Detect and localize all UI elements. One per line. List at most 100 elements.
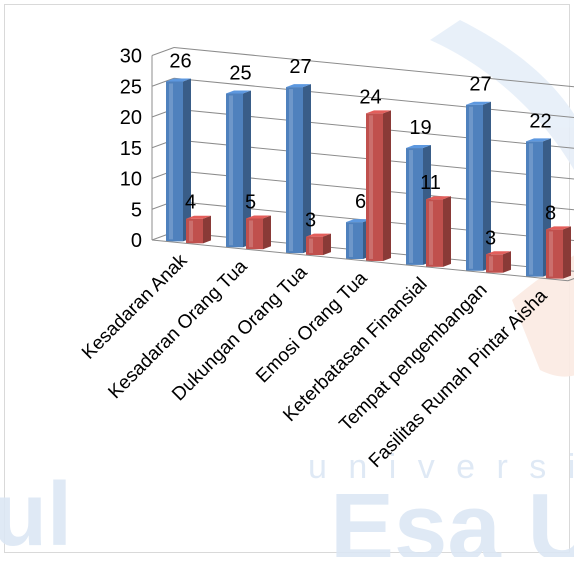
bar-top (486, 251, 511, 255)
bar-side (243, 90, 251, 248)
data-label: 19 (409, 117, 431, 139)
data-label: 8 (545, 202, 556, 224)
bar-front (426, 199, 443, 267)
bar-highlight (469, 106, 473, 269)
bar-top (426, 196, 451, 200)
bar-top (526, 138, 551, 142)
bar-highlight (369, 115, 373, 259)
bar (466, 101, 491, 271)
bar-top (286, 84, 311, 88)
bar (306, 233, 331, 256)
y-tick-label: 5 (131, 199, 142, 221)
bar-front (526, 141, 543, 277)
gridline (151, 47, 175, 56)
bar-top (166, 78, 191, 82)
bar-side (563, 226, 571, 279)
gridline (151, 77, 175, 87)
bar-highlight (189, 220, 193, 242)
y-tick-label: 15 (120, 138, 142, 160)
bar-front (366, 113, 383, 261)
data-label: 22 (529, 110, 551, 132)
x-axis-line (151, 239, 569, 282)
bar-front (286, 87, 303, 254)
bar-side (503, 251, 511, 273)
bar-highlight (229, 95, 233, 246)
bar-highlight (349, 224, 353, 258)
data-label: 3 (305, 210, 316, 232)
bar-top (466, 101, 491, 105)
bar-highlight (289, 89, 293, 252)
bar-front (486, 254, 503, 273)
data-label: 4 (185, 192, 196, 214)
bar-side (483, 101, 491, 271)
bar-front (466, 104, 483, 271)
data-label: 5 (245, 191, 256, 213)
bar-top (366, 110, 391, 114)
bar-highlight (429, 201, 433, 265)
data-label: 3 (485, 227, 496, 249)
bar-series-group (166, 78, 571, 279)
gridline (173, 47, 574, 88)
y-tick-label: 30 (120, 46, 142, 68)
data-label: 27 (289, 56, 311, 78)
data-label: 25 (229, 63, 251, 85)
bar-side (443, 196, 451, 267)
y-axis: 0 5 10 15 20 25 30 (120, 46, 153, 252)
data-label: 24 (359, 86, 381, 108)
bar (426, 196, 451, 267)
bar-highlight (409, 150, 413, 263)
data-label: 27 (469, 74, 491, 96)
watermark-arc (512, 255, 574, 377)
x-tick-label: Emosi Orang Tua (252, 268, 372, 388)
bar-front (186, 218, 203, 244)
bar-front (306, 236, 323, 256)
y-tick-label: 0 (131, 230, 142, 252)
data-label: 11 (420, 172, 441, 194)
data-label: 6 (355, 191, 366, 213)
bar-front (346, 222, 363, 260)
bar-top (406, 145, 431, 149)
watermark-ul-text: ul (0, 465, 72, 557)
bar (186, 215, 211, 244)
bar-side (303, 84, 311, 254)
bar-highlight (169, 83, 173, 240)
bar-front (546, 229, 563, 279)
bar (166, 78, 191, 242)
y-tick-label: 25 (120, 76, 142, 98)
bar-highlight (529, 143, 533, 275)
bar-top (346, 219, 371, 223)
bar-side (203, 215, 211, 244)
watermark-university-text: u n i v e r s i t a (308, 448, 574, 486)
data-labels: 26 4 25 5 27 3 6 24 19 11 27 3 22 8 (169, 50, 556, 249)
watermark-arc-blue (430, 20, 574, 171)
bar-top (186, 215, 211, 219)
bar-side (183, 78, 191, 242)
y-tick-label: 10 (120, 169, 142, 191)
data-label: 26 (169, 50, 191, 72)
bar-highlight (309, 238, 313, 254)
bar (486, 251, 511, 273)
bar-top (306, 233, 331, 237)
bar-front (246, 218, 263, 250)
bar-highlight (549, 231, 553, 277)
bar-side (263, 215, 271, 250)
bar-front (406, 148, 423, 265)
bar-front (226, 93, 243, 248)
bar (246, 215, 271, 250)
bar-highlight (249, 220, 253, 248)
watermark-logo: u n i v e r s i t a Esa U ul (0, 20, 574, 562)
bar-top (226, 90, 251, 94)
bar-front (166, 81, 183, 242)
watermark-esa-text: Esa U (330, 474, 574, 557)
bar (546, 226, 571, 279)
floor-back-edge (567, 278, 574, 282)
bar-top (546, 226, 571, 230)
bar (366, 110, 391, 261)
gridline (173, 77, 574, 118)
y-tick-label: 20 (120, 107, 142, 129)
bar-top (246, 215, 271, 219)
bar (286, 84, 311, 254)
